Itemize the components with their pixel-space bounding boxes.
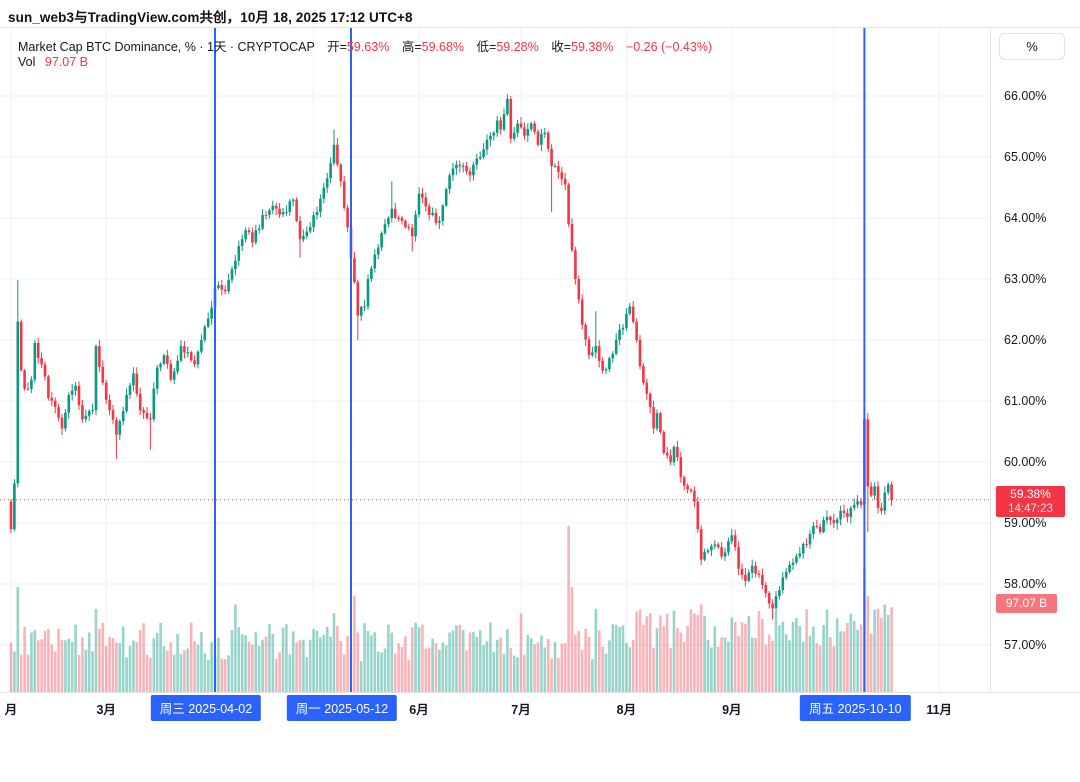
- close-value: 59.38%: [571, 40, 614, 54]
- x-axis-month-label: 11月: [926, 703, 953, 717]
- candles-layer: [9, 94, 893, 620]
- x-axis-month-label: 3月: [96, 703, 116, 717]
- x-axis-month-label: 9月: [722, 703, 742, 717]
- footer: TradingView 公众号 · NextGen Digital Ventur…: [0, 720, 1080, 782]
- high-value: 59.68%: [421, 40, 465, 54]
- y-axis-tick: 57.00%: [1004, 637, 1047, 652]
- last-volume-label: 97.07 B: [996, 594, 1057, 613]
- attribution-text: sun_web3与TradingView.com共创，10月 18, 2025 …: [8, 10, 413, 25]
- date-marker-label[interactable]: 周三 2025-04-02: [150, 695, 262, 721]
- y-axis-tick: 64.00%: [1004, 210, 1047, 225]
- overlay-layer: [0, 28, 990, 692]
- x-axis-month-label: 月: [4, 703, 18, 717]
- vol-label-text[interactable]: Vol: [18, 55, 36, 69]
- time-scale[interactable]: 月 3月 6月 7月 8月 9月 11月 周三 2025-04-02 周一 2025-05-12…: [0, 692, 1080, 721]
- grid-layer: [0, 28, 990, 692]
- date-marker-label[interactable]: 周一 2025-05-12: [286, 695, 398, 721]
- low-value: 59.28%: [496, 40, 539, 54]
- open-label: 开=: [327, 40, 347, 54]
- y-axis-tick: 65.00%: [1004, 149, 1047, 164]
- last-price-value: 59.38%: [1010, 487, 1051, 501]
- volume-row: Vol 97.07 B: [18, 55, 88, 69]
- y-axis-tick: 62.00%: [1004, 332, 1047, 347]
- high-label: 高=: [401, 40, 422, 54]
- top-attribution-bar: sun_web3与TradingView.com共创，10月 18, 2025 …: [0, 0, 1080, 28]
- symbol-title[interactable]: Market Cap BTC Dominance, % · 1天 · CRYPT…: [18, 40, 315, 54]
- vol-value: 97.07 B: [44, 55, 88, 69]
- y-axis-tick: 59.00%: [1004, 515, 1047, 530]
- x-axis-month-label: 6月: [409, 703, 429, 717]
- change-value: −0.26 (−0.43%): [625, 40, 713, 54]
- x-axis-month-label: 8月: [616, 703, 637, 717]
- y-axis-tick: 63.00%: [1004, 271, 1047, 286]
- x-axis-month-label: 7月: [511, 703, 531, 717]
- last-price-label: 59.38% 14:47:23: [996, 486, 1065, 517]
- volume-layer: [9, 525, 893, 692]
- y-axis-tick: 58.00%: [1004, 576, 1047, 591]
- y-axis-tick: 66.00%: [1004, 88, 1047, 103]
- open-value: 59.63%: [346, 40, 390, 54]
- percent-scale-button[interactable]: %: [999, 33, 1065, 60]
- y-axis-tick: 61.00%: [1004, 393, 1047, 408]
- low-label: 低=: [476, 40, 497, 54]
- legend-row: Market Cap BTC Dominance, % · 1天 · CRYPT…: [18, 36, 712, 55]
- date-marker-label[interactable]: 周五 2025-10-10: [800, 695, 911, 721]
- y-axis-tick: 60.00%: [1004, 454, 1047, 469]
- price-scale[interactable]: 66.00% 65.00% 64.00% 63.00% 62.00% 61.00% 60.0…: [990, 28, 1080, 692]
- close-label: 收=: [551, 40, 572, 54]
- bar-countdown: 14:47:23: [1008, 503, 1053, 515]
